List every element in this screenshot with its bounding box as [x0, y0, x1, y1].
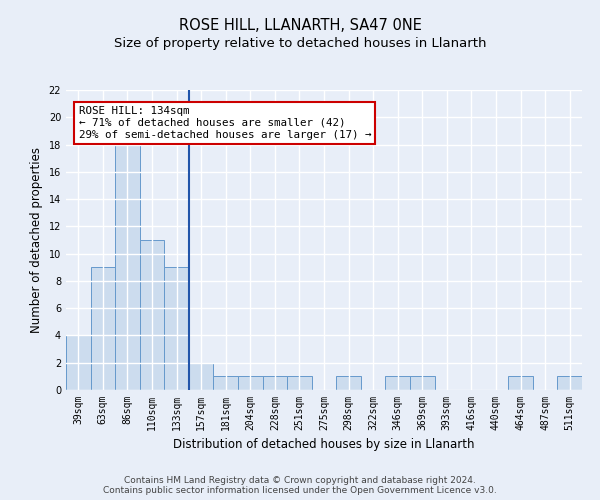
- Bar: [140, 240, 164, 390]
- Text: Size of property relative to detached houses in Llanarth: Size of property relative to detached ho…: [114, 38, 486, 51]
- Bar: [410, 376, 434, 390]
- Bar: [189, 362, 214, 390]
- Bar: [287, 376, 312, 390]
- X-axis label: Distribution of detached houses by size in Llanarth: Distribution of detached houses by size …: [173, 438, 475, 452]
- Bar: [336, 376, 361, 390]
- Text: ROSE HILL: 134sqm
← 71% of detached houses are smaller (42)
29% of semi-detached: ROSE HILL: 134sqm ← 71% of detached hous…: [79, 106, 371, 140]
- Bar: [164, 268, 189, 390]
- Text: ROSE HILL, LLANARTH, SA47 0NE: ROSE HILL, LLANARTH, SA47 0NE: [179, 18, 421, 32]
- Text: Contains HM Land Registry data © Crown copyright and database right 2024.
Contai: Contains HM Land Registry data © Crown c…: [103, 476, 497, 495]
- Bar: [238, 376, 263, 390]
- Bar: [66, 336, 91, 390]
- Bar: [385, 376, 410, 390]
- Bar: [91, 268, 115, 390]
- Bar: [557, 376, 582, 390]
- Bar: [508, 376, 533, 390]
- Y-axis label: Number of detached properties: Number of detached properties: [30, 147, 43, 333]
- Bar: [214, 376, 238, 390]
- Bar: [263, 376, 287, 390]
- Bar: [115, 144, 140, 390]
